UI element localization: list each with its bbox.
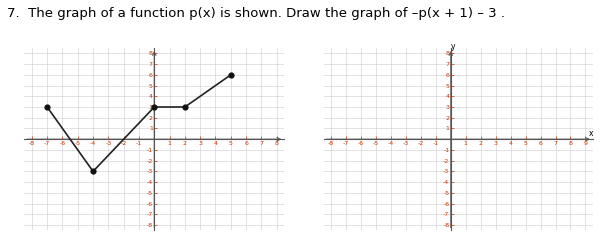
Point xyxy=(88,169,98,173)
Point xyxy=(42,105,52,109)
Point xyxy=(149,105,159,109)
Text: x: x xyxy=(589,129,593,138)
Point xyxy=(180,105,190,109)
Text: y: y xyxy=(451,42,456,51)
Text: 7.  The graph of a function p(x) is shown. Draw the graph of –p(x + 1) – 3 .: 7. The graph of a function p(x) is shown… xyxy=(7,7,505,20)
Point xyxy=(226,73,235,77)
